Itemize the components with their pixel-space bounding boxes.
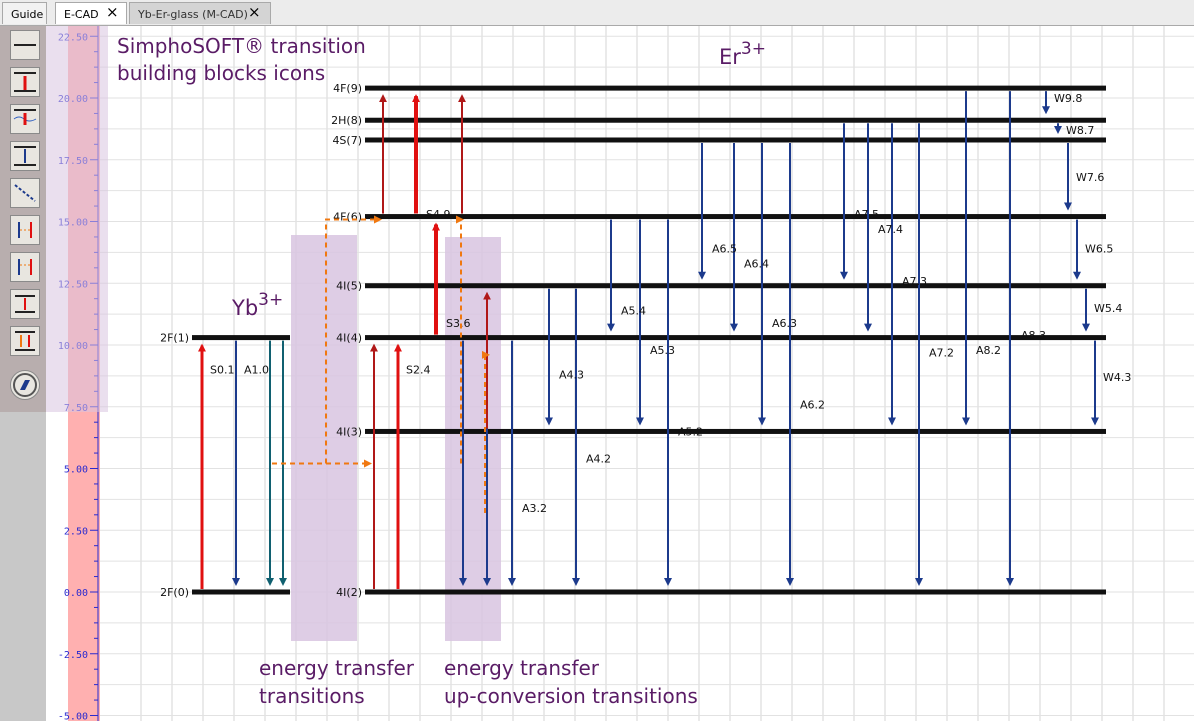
cross-relaxation-icon[interactable] [10,252,40,282]
transition-icon-palette [0,26,46,412]
transition-label: A6.3 [772,317,797,330]
upconversion-caption-line2: up-conversion transitions [444,684,698,708]
y-tick-label: 2.50 [64,526,88,537]
transition-label: A7.5 [854,208,879,221]
energy-transfer-caption-line2: transitions [259,684,365,708]
transition-label: W5.4 [1094,302,1122,315]
yb-species-sup: 3+ [258,290,283,310]
upconversion-highlight [445,237,501,641]
yb-species-label: Yb3+ [231,290,283,320]
energy-level-label: 4I(2) [336,586,362,599]
transition-label: W4.3 [1103,371,1131,384]
transition-label: A8.2 [976,344,1001,357]
transition-label: A5.3 [650,344,675,357]
icons-highlight [46,26,108,412]
ground-state-line-icon[interactable] [10,30,40,60]
transition-label: A4.2 [586,453,611,466]
transition-label: A1.0 [244,364,269,377]
tab-bar: Guide E-CAD × Yb-Er-glass (M-CAD) × [0,0,1194,26]
tab-yb-er-glass[interactable]: Yb-Er-glass (M-CAD) × [129,2,271,24]
transition-arrows [198,91,1099,589]
transition-label: W9.8 [1054,92,1082,105]
tab-guide[interactable]: Guide [2,2,47,24]
energy-transfer-caption-line1: energy transfer [259,656,415,680]
tab-guide-label: Guide [11,8,44,21]
excited-absorption-icon[interactable] [10,104,40,134]
energy-level-line [365,137,1106,143]
absorption-icon[interactable] [10,67,40,97]
energy-level-label: 4F(6) [333,211,362,224]
tab-yb-er-glass-label: Yb-Er-glass (M-CAD) [138,8,248,21]
energy-level-diagram[interactable]: 22.5020.0017.5015.0012.5010.007.505.002.… [46,26,1194,721]
y-tick-label: 0.00 [64,588,88,599]
transfer-path-et1 [272,215,382,465]
energy-level-line [365,589,1106,595]
transition-label: W6.5 [1085,243,1113,256]
yb-species-base: Yb [231,296,258,320]
y-tick-label: -2.50 [58,650,88,661]
icons-annotation-line2: building blocks icons [117,61,325,85]
transition-label: A7.2 [929,346,954,359]
transition-label: S2.4 [406,364,430,377]
energy-levels: 2F(0) 2F(1) 4I(2) 4I(3) 4I(4) 4I(5) 4F(6) 4S(7)… [160,82,1106,599]
transition-labels: S0.1 A1.0 S2.4 S3.6 S4.9 A3.2 A4.2 A4.3 A5.2 A5.3… [210,92,1131,515]
energy-level-line [192,335,290,341]
er-species-label: Er3+ [719,39,766,69]
energy-level-line [365,85,1106,91]
energy-level-label: 4I(5) [336,280,362,293]
transition-label: A8.3 [1021,329,1046,342]
energy-level-label: 4S(7) [332,134,362,147]
transition-label: A5.2 [678,425,703,438]
er-species-base: Er [719,45,741,69]
energy-transfer-icon[interactable] [10,215,40,245]
energy-level-line [192,589,290,595]
y-tick-label: -5.00 [58,712,88,721]
upconversion-caption-line1: energy transfer [444,656,600,680]
transition-label: S4.9 [426,208,450,221]
transition-label: A7.4 [878,223,903,236]
energy-level-label: 2F(0) [160,586,189,599]
energy-level-line [365,117,1106,123]
transition-label: S0.1 [210,364,234,377]
er-species-sup: 3+ [741,39,766,59]
energy-level-line [365,214,1106,220]
icons-annotation-line1: SimphoSOFT® transition [117,34,366,58]
energy-level-line [365,428,1106,434]
energy-transfer-highlight [291,235,357,641]
energy-level-label: 4I(4) [336,332,362,345]
tab-ecad[interactable]: E-CAD × [55,2,127,24]
energy-transfer-paths [272,215,490,513]
transition-label: S3.6 [446,317,470,330]
tab-ecad-label: E-CAD [64,8,99,21]
transition-label: A4.3 [559,369,584,382]
transition-label: W8.7 [1066,124,1094,137]
nonradiative-decay-icon[interactable] [10,178,40,208]
energy-level-line [365,283,1106,289]
transition-label: W7.6 [1076,171,1104,184]
close-icon[interactable]: × [248,3,261,21]
transition-label: A6.4 [744,257,769,270]
energy-level-label: 2H(8) [331,114,362,127]
transition-label: A7.3 [902,275,927,288]
cooperative-transfer-icon[interactable] [10,326,40,356]
energy-level-line [365,335,1106,341]
close-icon[interactable]: × [106,3,119,21]
transition-label: A5.4 [621,304,646,317]
y-tick-label: 5.00 [64,465,88,476]
transition-label: A3.2 [522,502,547,515]
energy-level-label: 4F(9) [333,82,362,95]
energy-level-label: 2F(1) [160,332,189,345]
transition-label: A6.5 [712,243,737,256]
transition-label: A6.2 [800,398,825,411]
energy-level-label: 4I(3) [336,425,362,438]
upconversion-icon[interactable] [10,289,40,319]
emission-icon[interactable] [10,141,40,171]
compass-icon[interactable] [10,370,40,400]
